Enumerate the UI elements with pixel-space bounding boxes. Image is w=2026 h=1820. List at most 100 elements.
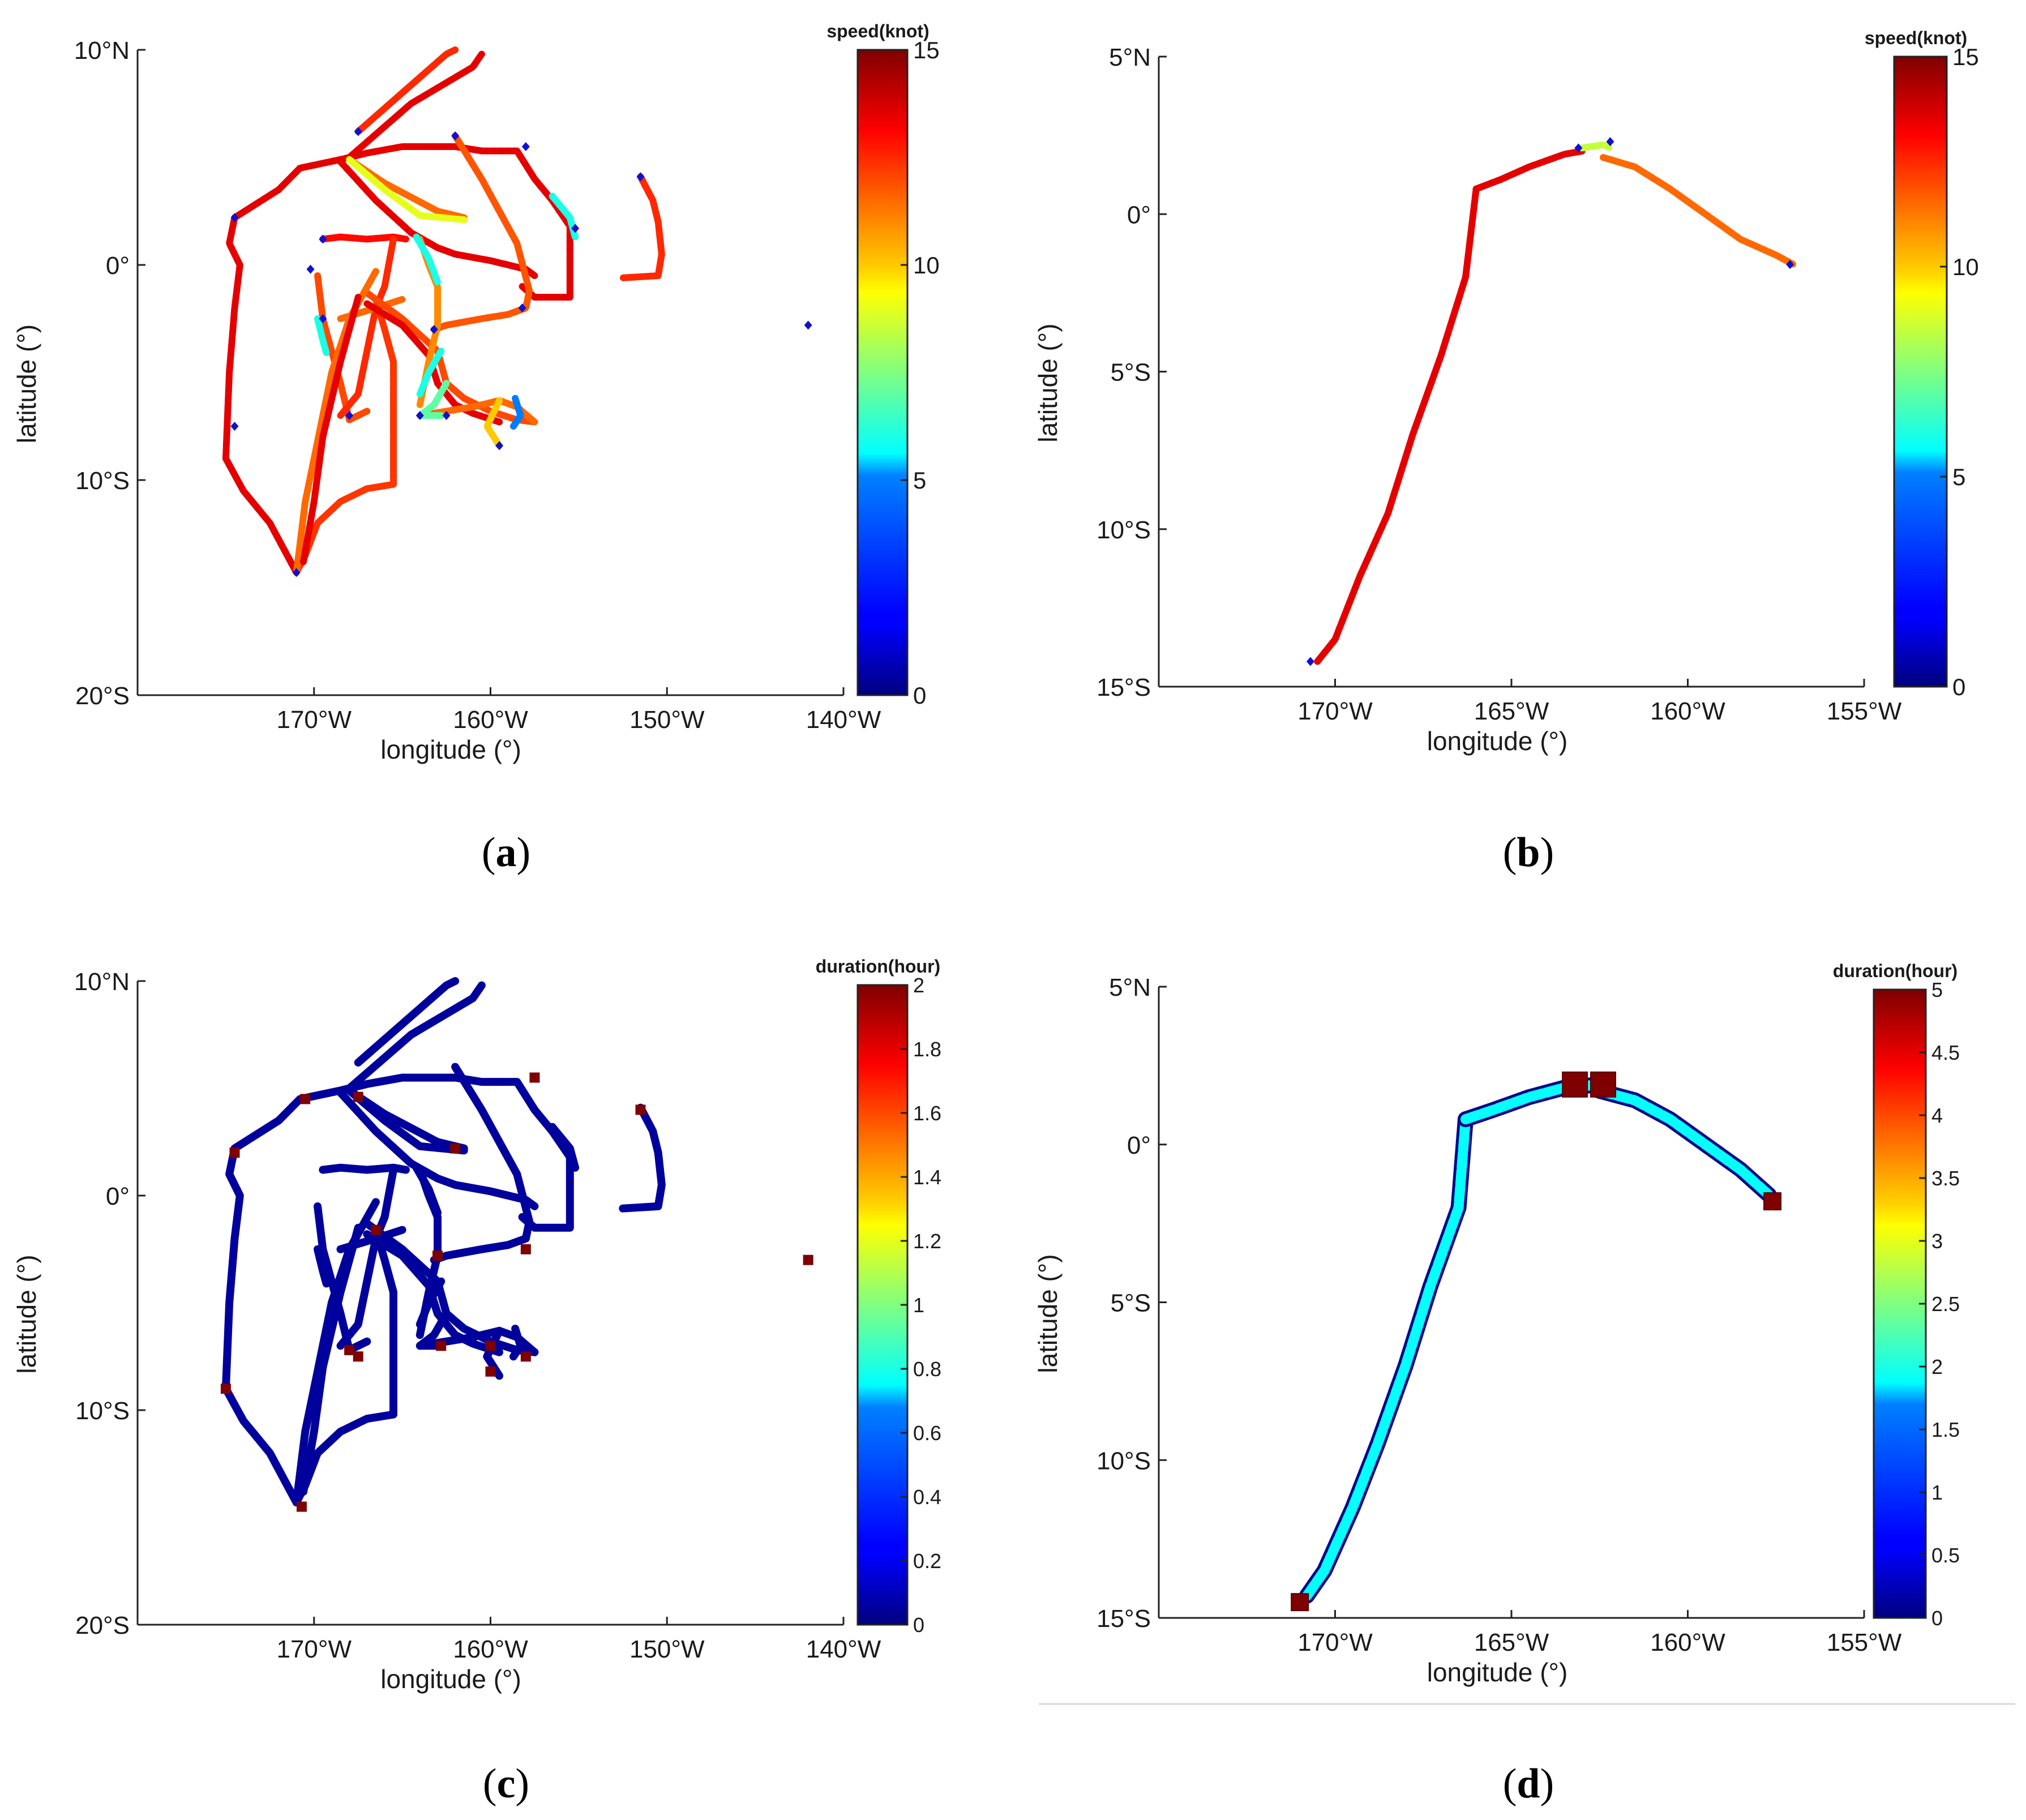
caption-letter: a — [496, 829, 517, 876]
x-tick-label: 140°W — [806, 1635, 881, 1663]
colorbar-tick-label: 10 — [1952, 254, 1979, 280]
y-tick-label: 20°S — [75, 682, 130, 710]
colorbar-tick-label: 0 — [913, 682, 926, 709]
y-tick-label: 10°N — [74, 37, 130, 65]
x-tick-label: 170°W — [1297, 1629, 1373, 1656]
plot-area — [1291, 1071, 1782, 1612]
colorbar-tick-label: 4.5 — [1931, 1041, 1960, 1064]
y-tick-label: 0° — [106, 252, 130, 280]
y-tick-label: 10°N — [74, 968, 130, 996]
vessel-track — [416, 380, 450, 419]
panel-caption: (b) — [1503, 829, 1554, 876]
y-tick-label: 20°S — [75, 1612, 130, 1639]
vessel-track — [1600, 154, 1797, 268]
colorbar-tick-label: 0.5 — [1931, 1544, 1960, 1567]
plot-area — [220, 977, 813, 1512]
y-tick-label: 0° — [106, 1183, 130, 1210]
stop-marker — [571, 224, 580, 233]
stop-marker — [345, 411, 354, 420]
colorbar-gradient — [856, 984, 909, 1626]
stop-marker — [442, 411, 451, 420]
colorbar-tick-label: 0.2 — [913, 1549, 941, 1573]
colorbar-tick-label: 15 — [913, 37, 940, 63]
vessel-track — [363, 1230, 504, 1356]
stop-marker — [485, 1366, 496, 1377]
colorbar-tick-label: 0.8 — [913, 1357, 941, 1381]
stop-marker — [370, 1224, 381, 1235]
stop-marker — [220, 1384, 231, 1394]
caption-open: ( — [1503, 1761, 1517, 1807]
vessel-track — [354, 977, 460, 1067]
x-tick-label: 160°W — [1650, 1629, 1725, 1656]
y-tick-label: 5°S — [1111, 1290, 1151, 1317]
stop-marker — [1763, 1192, 1782, 1211]
x-tick-label: 165°W — [1474, 1629, 1549, 1656]
vessel-track — [346, 50, 485, 161]
vessel-track — [314, 315, 330, 357]
y-tick-label: 10°S — [75, 467, 130, 495]
x-axis-label: longitude (°) — [380, 1664, 521, 1694]
stop-marker — [803, 1254, 813, 1265]
vessel-track — [336, 1166, 397, 1350]
stop-marker — [296, 1501, 307, 1512]
stop-marker — [344, 1344, 355, 1355]
colorbar-tick-label: 1 — [913, 1294, 924, 1317]
vessel-track — [510, 395, 524, 430]
colorbar-gradient — [1893, 55, 1948, 688]
stop-marker — [1562, 1071, 1588, 1098]
stop-marker — [353, 1091, 363, 1102]
vessel-track — [416, 1309, 451, 1350]
x-axis-label: longitude (°) — [380, 735, 521, 764]
caption-open: ( — [483, 1761, 497, 1807]
y-tick-label: 15°S — [1096, 1605, 1151, 1633]
vessel-track — [363, 289, 538, 426]
y-tick-label: 15°S — [1096, 674, 1151, 701]
colorbar-gradient — [1873, 988, 1927, 1619]
x-axis-label: longitude (°) — [1427, 1658, 1568, 1687]
colorbar-gradient — [856, 49, 909, 696]
stop-marker — [450, 1143, 461, 1154]
vessel-track — [1314, 185, 1480, 665]
stop-marker — [416, 411, 424, 420]
y-tick-label: 0° — [1127, 201, 1151, 229]
stop-marker — [520, 1351, 531, 1362]
y-axis-label: latitude (°) — [1033, 323, 1063, 442]
stop-marker — [306, 264, 315, 274]
stop-marker — [230, 422, 239, 431]
colorbar: speed(knot) 0 5 10 15 — [826, 21, 939, 709]
stop-marker — [319, 234, 327, 244]
colorbar-tick-label: 0 — [1931, 1607, 1943, 1630]
panel-d: 170°W 165°W 160°W 155°W 5°N 0° 5°S 10°S 15°S long… — [1033, 961, 1960, 1807]
stop-marker — [495, 441, 504, 451]
x-tick-label: 160°W — [453, 706, 528, 734]
colorbar-tick-label: 3 — [1931, 1230, 1943, 1253]
plot-area — [1306, 137, 1797, 666]
colorbar-tick-label: 5 — [1952, 464, 1965, 490]
colorbar-tick-label: 1.6 — [913, 1102, 941, 1125]
colorbar-tick-label: 1.5 — [1931, 1418, 1960, 1441]
colorbar-title: speed(knot) — [826, 21, 929, 41]
colorbar-tick-label: 5 — [913, 467, 926, 494]
stop-marker — [518, 303, 526, 312]
colorbar-tick-label: 0 — [913, 1613, 924, 1637]
vessel-track — [363, 1219, 539, 1356]
y-tick-label: 5°N — [1109, 44, 1151, 71]
x-tick-label: 160°W — [453, 1635, 528, 1663]
x-tick-label: 155°W — [1827, 1629, 1902, 1656]
vessel-track — [300, 294, 362, 566]
stop-marker — [451, 131, 460, 140]
colorbar-tick-label: 10 — [913, 252, 940, 279]
stop-marker — [319, 314, 327, 323]
x-axis-label: longitude (°) — [1427, 726, 1568, 756]
stop-marker — [432, 1251, 443, 1261]
stop-marker — [521, 142, 530, 151]
colorbar-tick-label: 0 — [1952, 674, 1965, 700]
y-tick-label: 10°S — [75, 1397, 130, 1425]
vessel-track — [1578, 141, 1614, 152]
caption-letter: b — [1517, 829, 1540, 876]
y-tick-label: 5°N — [1109, 974, 1151, 1001]
x-tick-label: 155°W — [1827, 697, 1902, 725]
vessel-track — [293, 296, 397, 576]
vessel-track — [345, 981, 486, 1093]
